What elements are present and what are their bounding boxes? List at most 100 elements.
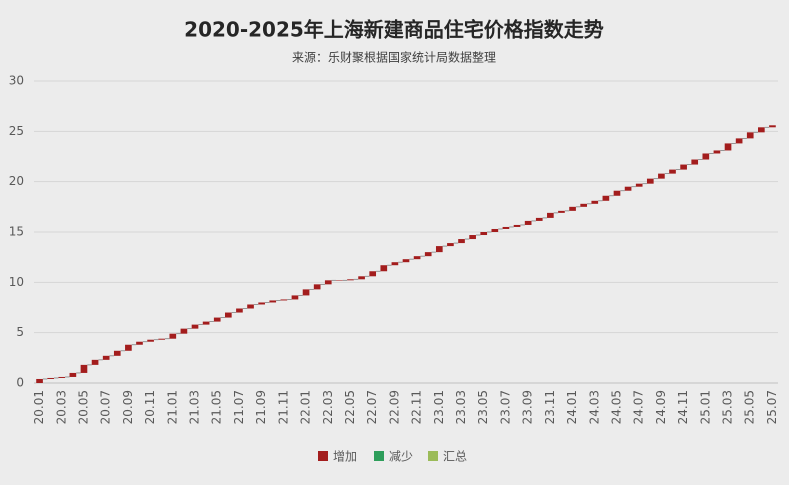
bar — [524, 220, 532, 225]
bar — [491, 228, 499, 232]
bar — [447, 243, 454, 247]
bar — [646, 178, 654, 184]
y-tick-label: 20 — [9, 174, 24, 188]
bar — [336, 280, 343, 281]
bar — [558, 210, 565, 213]
x-tick-label: 21.05 — [210, 390, 224, 424]
bar — [591, 200, 599, 204]
bar — [758, 127, 765, 133]
bar — [602, 195, 610, 201]
bar — [169, 333, 177, 339]
x-tick-label: 23.07 — [498, 390, 512, 424]
bar — [769, 125, 776, 128]
bar — [224, 312, 232, 318]
legend-swatch — [428, 451, 438, 461]
bar — [347, 279, 354, 281]
legend-label: 增加 — [333, 450, 357, 464]
bar — [158, 338, 166, 340]
bar — [324, 280, 332, 285]
y-tick-label: 25 — [9, 124, 24, 138]
bar — [313, 284, 321, 290]
x-tick-label: 24.07 — [632, 390, 646, 424]
chart-subtitle: 来源：乐财聚根据国家统计局数据整理 — [292, 50, 496, 65]
x-tick-label: 22.09 — [387, 390, 401, 424]
bar — [269, 300, 277, 303]
x-tick-label: 24.01 — [565, 390, 579, 424]
bar — [724, 143, 732, 151]
x-tick-label: 21.11 — [276, 390, 290, 424]
bar — [80, 364, 88, 373]
x-tick-label: 23.01 — [432, 390, 446, 424]
bar — [113, 350, 121, 356]
bar — [613, 190, 621, 196]
bar — [58, 376, 66, 378]
bar — [402, 259, 410, 263]
x-tick-label: 24.11 — [676, 390, 690, 424]
bar — [480, 232, 488, 236]
y-tick-label: 5 — [16, 325, 24, 339]
x-tick-label: 24.05 — [609, 390, 623, 424]
legend-label: 减少 — [389, 450, 413, 464]
x-tick-label: 22.07 — [365, 390, 379, 424]
bar — [580, 203, 588, 207]
bar — [713, 150, 721, 154]
x-tick-label: 23.05 — [476, 390, 490, 424]
bar — [391, 262, 399, 266]
bar — [69, 372, 77, 377]
bar — [213, 317, 221, 322]
bar — [91, 359, 99, 365]
bar — [125, 344, 132, 351]
bar — [569, 206, 576, 211]
chart-title: 2020-2025年上海新建商品住宅价格指数走势 — [184, 18, 604, 42]
x-tick-label: 23.11 — [543, 390, 557, 424]
x-tick-label: 21.01 — [165, 390, 179, 424]
x-tick-label: 25.01 — [698, 390, 712, 424]
bar — [280, 299, 288, 301]
bar — [136, 341, 143, 345]
bar — [502, 226, 510, 229]
bar — [535, 217, 543, 221]
legend-label: 汇总 — [443, 450, 467, 464]
x-tick-label: 22.01 — [299, 390, 313, 424]
bar — [469, 235, 476, 240]
y-tick-label: 10 — [9, 275, 24, 289]
bar — [547, 212, 554, 218]
bar — [291, 295, 299, 300]
bar — [413, 256, 421, 260]
bar — [180, 328, 188, 334]
y-tick-label: 15 — [9, 225, 24, 239]
bar — [358, 276, 365, 280]
bar — [369, 271, 377, 277]
x-tick-label: 22.11 — [410, 390, 424, 424]
bar — [635, 183, 643, 187]
x-tick-label: 25.03 — [721, 390, 735, 424]
x-tick-label: 21.03 — [188, 390, 202, 424]
bar — [658, 173, 665, 179]
bar — [202, 321, 210, 325]
x-tick-label: 21.09 — [254, 390, 268, 424]
bar — [258, 302, 265, 305]
x-tick-label: 23.03 — [454, 390, 468, 424]
x-tick-label: 25.05 — [743, 390, 757, 424]
x-tick-label: 20.03 — [54, 390, 68, 424]
y-tick-label: 0 — [16, 376, 24, 390]
bar — [669, 169, 676, 174]
x-tick-label: 20.09 — [121, 390, 135, 424]
bar — [247, 304, 254, 309]
x-tick-label: 22.03 — [321, 390, 335, 424]
bar — [702, 153, 710, 160]
x-tick-label: 20.11 — [143, 390, 157, 424]
bar — [424, 252, 432, 257]
x-tick-label: 20.07 — [99, 390, 113, 424]
x-tick-label: 24.09 — [654, 390, 668, 424]
bar — [458, 239, 465, 244]
bar — [513, 224, 521, 227]
bar — [746, 132, 754, 139]
bar — [380, 265, 388, 272]
legend-swatch — [318, 451, 328, 461]
bar — [680, 164, 687, 170]
x-tick-label: 20.05 — [76, 390, 90, 424]
bar — [691, 159, 699, 165]
x-tick-label: 23.09 — [521, 390, 535, 424]
